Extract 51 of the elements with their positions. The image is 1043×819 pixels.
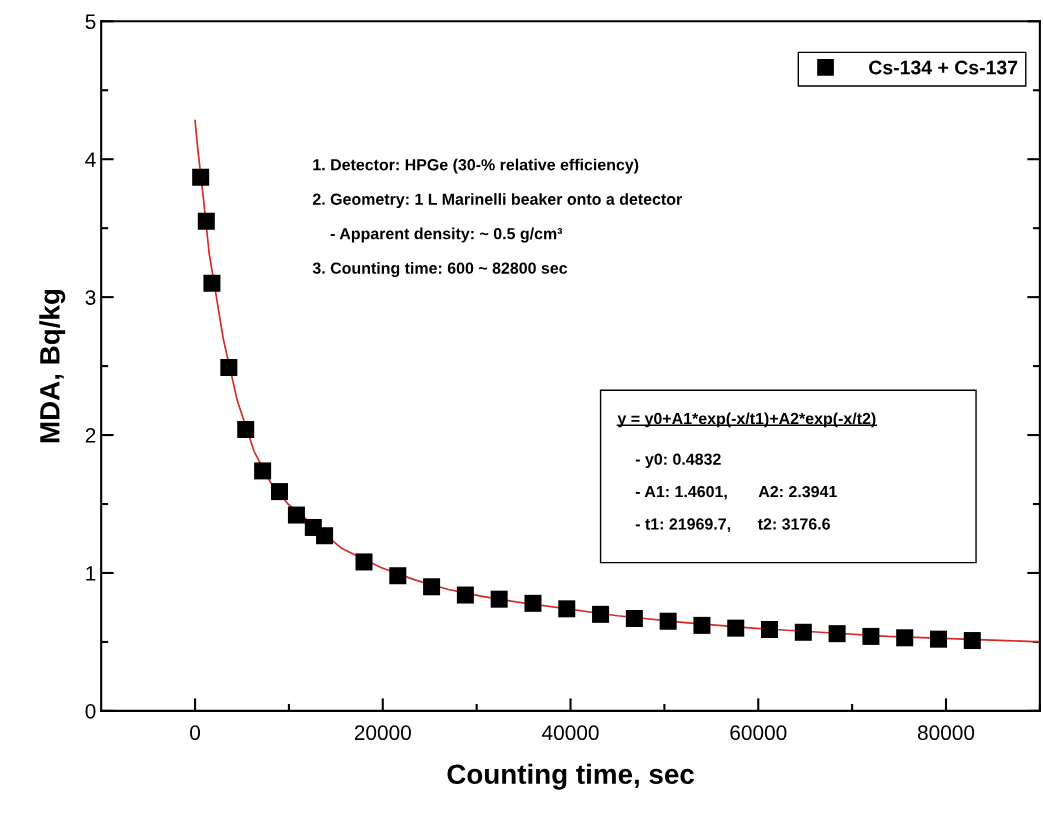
point [271,483,289,501]
point [828,625,846,643]
point [625,609,643,627]
point [963,632,981,650]
point [237,421,255,439]
point [524,594,542,612]
annotation: - A1: 1.4601, A2: 2.3941 [635,485,837,500]
point [203,274,221,292]
point [727,619,745,637]
point [693,616,711,634]
point [490,590,508,608]
point [423,578,441,596]
point [592,605,610,623]
y-tick-label: 3 [85,290,96,305]
line-series [194,119,1040,643]
point [659,612,677,630]
point [389,567,407,585]
x-tick-label: 20000 [354,725,411,741]
y-tick-label: 2 [85,428,96,443]
annotation: 1. Detector: HPGe (30-% relative efficiency) [313,158,639,174]
point [456,586,474,604]
point [192,168,210,186]
x-tick-label: 0 [190,725,201,741]
point [254,462,272,480]
annotation: - y0: 0.4832 [635,453,721,469]
point [862,627,880,645]
point [197,212,215,230]
point [794,623,812,641]
annotation: - t1: 21969.7, t2: 3176.6 [635,518,830,532]
annotation: 2. Geometry: 1 L Marinelli beaker onto a detector [312,193,682,209]
point [355,553,373,571]
legend-label: Cs-134 + Cs-137 [869,60,1018,75]
annotation: 3. Counting time: 600 ~ 82800 sec [312,262,568,278]
point [761,621,779,639]
y-tick-label: 5 [85,14,96,30]
point [220,358,238,376]
point [316,527,334,545]
annotation: - Apparent density: ~ 0.5 g/cm³ [330,227,563,243]
point [929,630,947,648]
x-tick-label: 80000 [917,725,975,741]
y-tick-label: 1 [86,566,96,581]
point [558,600,576,618]
y-tick-label: 0 [85,703,96,719]
point [287,506,305,524]
annotation: y = y0+A1*exp(-x/t1)+A2*exp(-x/t2) [617,412,876,428]
y-axis-title: MDA, Bq/kg [39,290,66,443]
point [896,629,914,647]
x-tick-label: 60000 [730,725,787,741]
y-tick-label: 4 [85,152,96,167]
x-tick-label: 40000 [542,725,599,741]
x-axis-title: Counting time, sec [447,763,694,790]
